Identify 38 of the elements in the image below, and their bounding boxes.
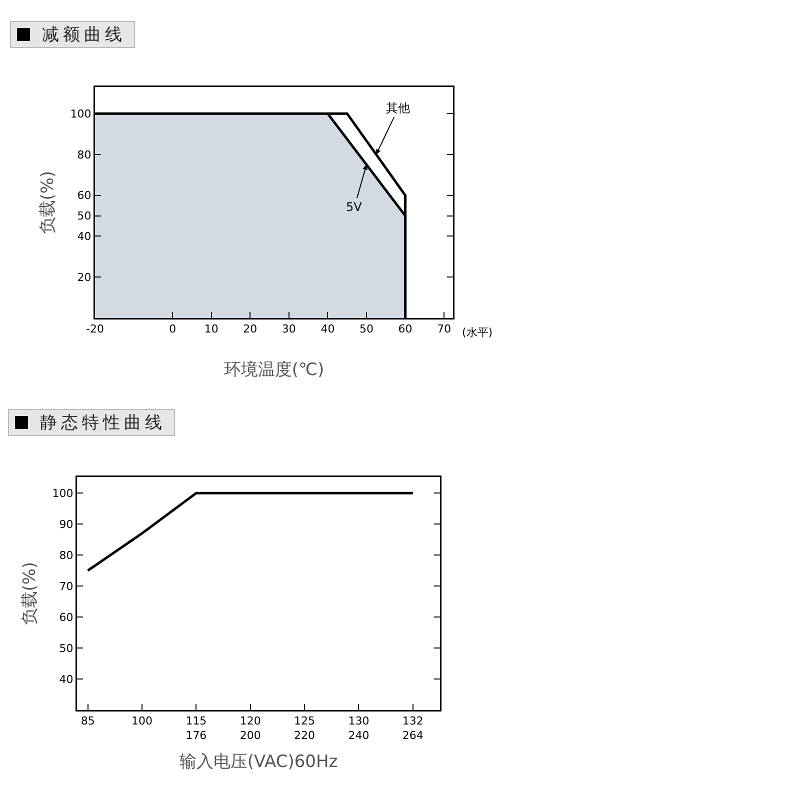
chart-title: 静态特性曲线 [40, 412, 166, 434]
x-tick-label: 50 [360, 322, 374, 336]
y-tick-label: 20 [77, 270, 92, 284]
y-axis-title: 负载(%) [38, 170, 58, 234]
x-tick-label: 30 [282, 322, 296, 336]
y-tick-label: 80 [59, 548, 74, 562]
x-axis-title: 输入电压(VAC)60Hz [179, 752, 338, 772]
x-tick-label: 100 [132, 714, 153, 728]
x-tick-label: -20 [86, 322, 104, 336]
x-tick-label: 120 200 [240, 714, 261, 742]
x-tick-label: 115 176 [186, 714, 207, 742]
y-tick-label: 90 [59, 518, 74, 531]
x-tick-label: 125 220 [294, 714, 316, 742]
x-tick-label: 85 [80, 714, 95, 728]
x-tick-label: 0 [169, 322, 176, 336]
x-tick-label: 20 [243, 322, 258, 336]
chart-title: 减额曲线 [42, 24, 126, 46]
x-tick-label: 70 [437, 322, 452, 336]
y-tick-label: 70 [59, 580, 74, 593]
y-tick-label: 100 [70, 107, 92, 120]
y-tick-label: 100 [52, 486, 74, 500]
x-axis-title: 环境温度(℃) [224, 360, 324, 380]
x-tick-label: 60 [398, 322, 412, 336]
y-tick-label: 60 [59, 610, 74, 624]
y-tick-label: 50 [59, 642, 74, 655]
y-tick-label: 80 [77, 148, 92, 162]
y-axis-title: 负载(%) [20, 562, 40, 626]
x-tick-label: 40 [320, 322, 335, 336]
series-label: 5V [346, 200, 363, 214]
x-tick-label: 130 240 [348, 714, 370, 742]
x-tick-label: 132 264 [402, 714, 424, 742]
y-tick-label: 60 [77, 189, 92, 202]
x-tick-label: 10 [204, 322, 218, 336]
y-tick-label: 40 [59, 672, 74, 686]
text: 其他 [386, 101, 410, 115]
text: (水平) [462, 326, 493, 339]
y-tick-label: 50 [77, 210, 92, 223]
y-tick-label: 40 [77, 230, 92, 244]
